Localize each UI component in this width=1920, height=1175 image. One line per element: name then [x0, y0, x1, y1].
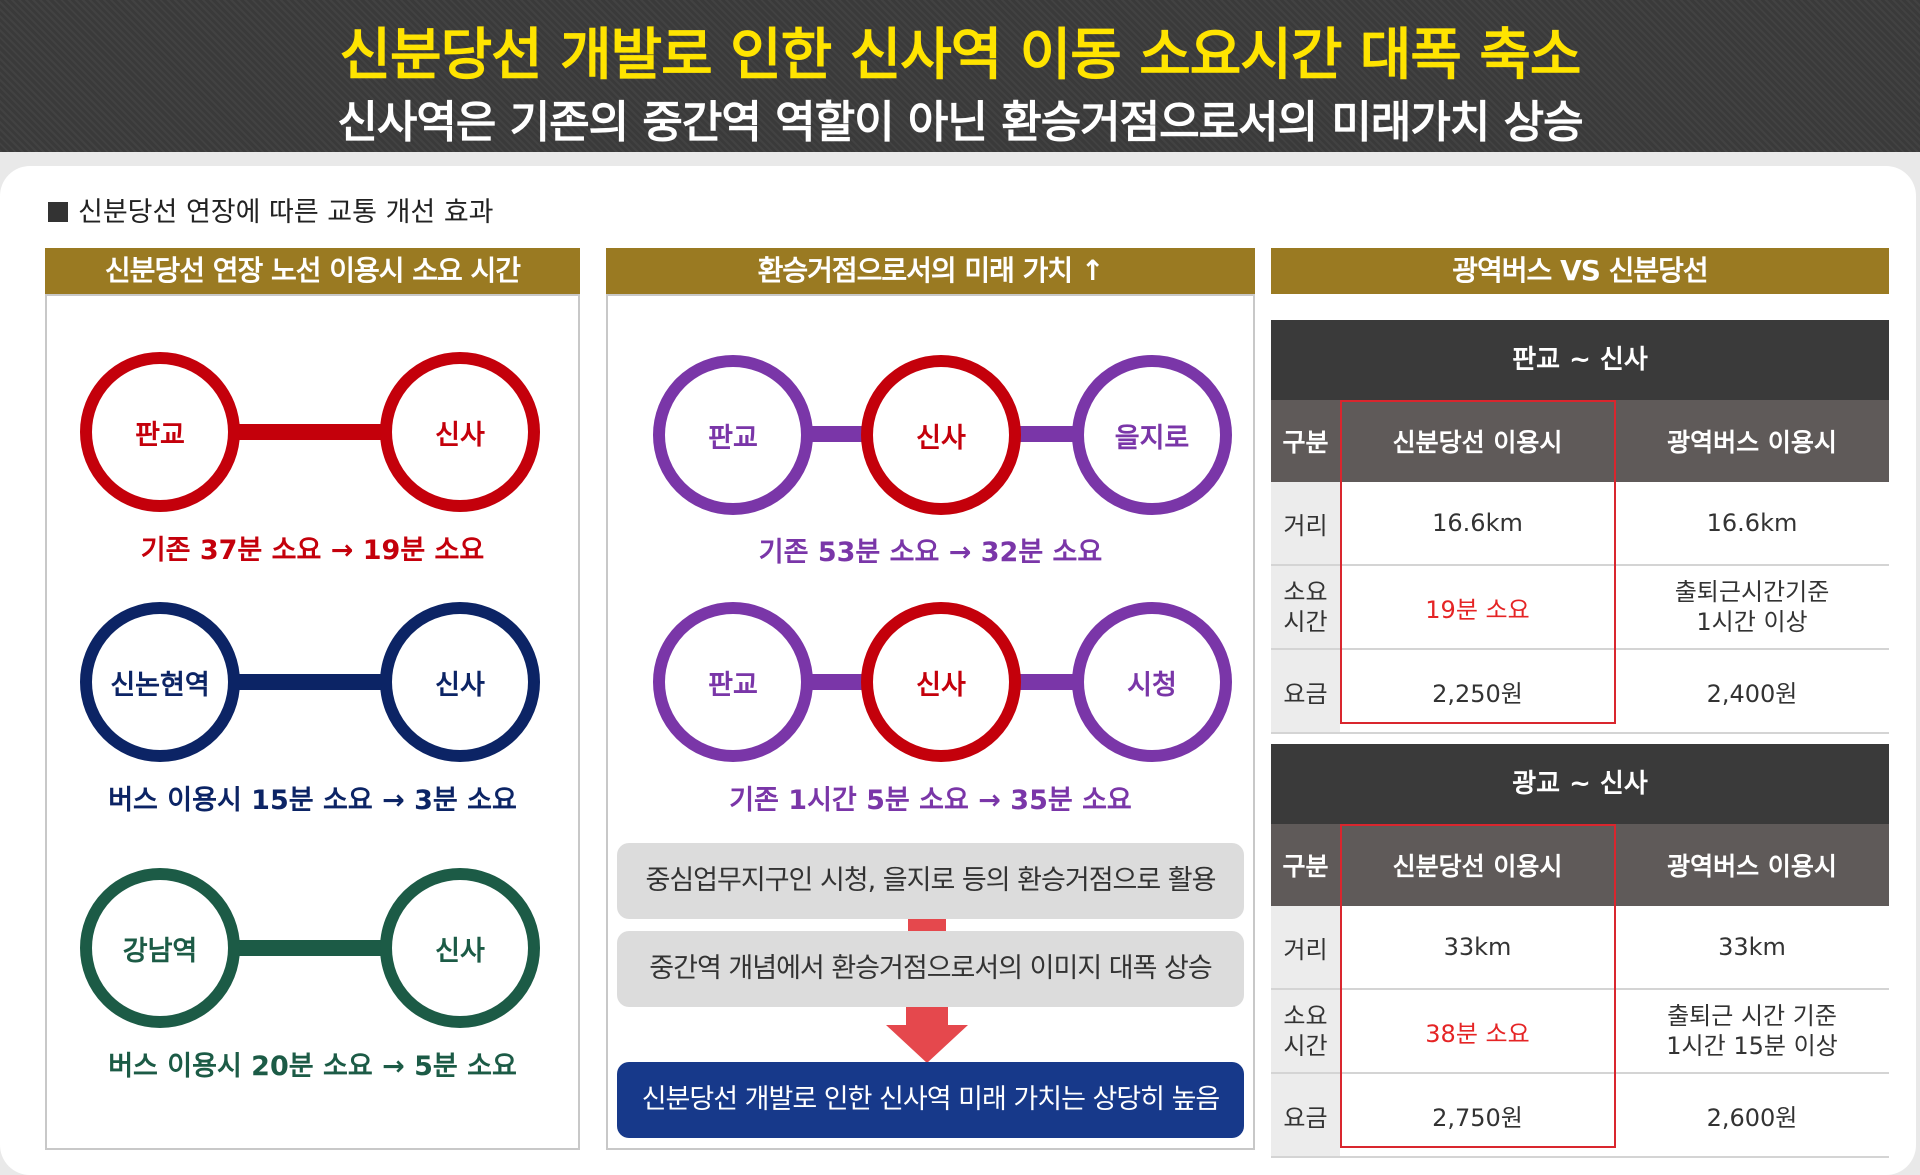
station-ring: 신논현역 [80, 602, 240, 762]
table-title: 판교 ~ 신사 [1271, 320, 1889, 400]
section-label-text: 신분당선 연장에 따른 교통 개선 효과 [78, 197, 494, 228]
subway-cell: 2,750원 [1340, 1073, 1615, 1158]
row-label: 거리 [1271, 482, 1340, 566]
header-cell: 광역버스 이용시 [1615, 400, 1889, 482]
table-row: 거리 16.6km 16.6km [1271, 482, 1889, 566]
row-label: 소요 시간 [1271, 565, 1340, 650]
station-ring: 신사 [380, 602, 540, 762]
table-header-row: 구분 신분당선 이용시 광역버스 이용시 [1271, 824, 1889, 906]
header-cell: 구분 [1271, 400, 1340, 482]
route-caption: 기존 1시간 5분 소요 → 35분 소요 [729, 785, 1132, 816]
route-caption: 버스 이용시 15분 소요 → 3분 소요 [108, 785, 517, 816]
route-connector [230, 424, 400, 440]
route-caption: 기존 37분 소요 → 19분 소요 [140, 535, 485, 566]
comparison-table: 구분 신분당선 이용시 광역버스 이용시 거리 33km 33km 소요 시간 … [1271, 824, 1889, 1158]
route-connector [230, 674, 400, 690]
table-header-row: 구분 신분당선 이용시 광역버스 이용시 [1271, 400, 1889, 482]
table-row: 요금 2,250원 2,400원 [1271, 649, 1889, 734]
col2-header: 환승거점으로서의 미래 가치 ↑ [606, 248, 1255, 294]
bus-cell: 2,400원 [1615, 649, 1889, 734]
station-ring: 시청 [1072, 602, 1232, 762]
bus-cell: 출퇴근시간기준 1시간 이상 [1615, 565, 1889, 650]
table-row: 거리 33km 33km [1271, 906, 1889, 990]
subway-cell: 2,250원 [1340, 649, 1615, 734]
subway-cell: 33km [1340, 906, 1615, 990]
route-connector [230, 940, 400, 956]
route-caption: 버스 이용시 20분 소요 → 5분 소요 [108, 1051, 517, 1082]
row-label: 요금 [1271, 649, 1340, 734]
bus-cell: 출퇴근 시간 기준 1시간 15분 이상 [1615, 989, 1889, 1074]
col1-header: 신분당선 연장 노선 이용시 소요 시간 [45, 248, 580, 294]
header-cell: 광역버스 이용시 [1615, 824, 1889, 906]
station-ring: 신사 [861, 602, 1021, 762]
col3-header: 광역버스 VS 신분당선 [1271, 248, 1889, 294]
table-row: 요금 2,750원 2,600원 [1271, 1073, 1889, 1158]
station-ring: 판교 [653, 602, 813, 762]
subway-cell: 38분 소요 [1340, 989, 1615, 1074]
top-header [0, 0, 1920, 152]
station-ring: 신사 [861, 355, 1021, 515]
subway-cell: 19분 소요 [1340, 565, 1615, 650]
square-bullet-icon [48, 202, 68, 222]
row-label: 소요 시간 [1271, 989, 1340, 1074]
highlight-frame [1340, 824, 1616, 1148]
connector-bar [908, 919, 946, 931]
route-caption: 기존 53분 소요 → 32분 소요 [758, 537, 1103, 568]
bus-cell: 16.6km [1615, 482, 1889, 566]
header-cell: 신분당선 이용시 [1340, 400, 1615, 482]
note-pill: 중간역 개념에서 환승거점으로서의 이미지 대폭 상승 [617, 931, 1244, 1007]
table-title: 광교 ~ 신사 [1271, 744, 1889, 824]
station-ring: 신사 [380, 868, 540, 1028]
highlight-frame [1340, 400, 1616, 724]
header-cell: 신분당선 이용시 [1340, 824, 1615, 906]
table-row: 소요 시간 19분 소요 출퇴근시간기준 1시간 이상 [1271, 565, 1889, 650]
header-cell: 구분 [1271, 824, 1340, 906]
section-label: 신분당선 연장에 따른 교통 개선 효과 [48, 190, 494, 229]
row-label: 요금 [1271, 1073, 1340, 1158]
page-subtitle: 신사역은 기존의 중간역 역할이 아닌 환승거점으로서의 미래가치 상승 [337, 97, 1583, 148]
station-ring: 을지로 [1072, 355, 1232, 515]
col1-box [45, 294, 580, 1150]
subway-cell: 16.6km [1340, 482, 1615, 566]
page-title: 신분당선 개발로 인한 신사역 이동 소요시간 대폭 축소 [339, 23, 1582, 88]
station-ring: 강남역 [80, 868, 240, 1028]
col2-box [606, 294, 1255, 1150]
station-ring: 판교 [653, 355, 813, 515]
comparison-table: 구분 신분당선 이용시 광역버스 이용시 거리 16.6km 16.6km 소요… [1271, 400, 1889, 734]
conclusion-box: 신분당선 개발로 인한 신사역 미래 가치는 상당히 높음 [617, 1062, 1244, 1138]
bus-cell: 33km [1615, 906, 1889, 990]
row-label: 거리 [1271, 906, 1340, 990]
bus-cell: 2,600원 [1615, 1073, 1889, 1158]
station-ring: 신사 [380, 352, 540, 512]
arrow-down-icon [886, 1007, 968, 1063]
table-row: 소요 시간 38분 소요 출퇴근 시간 기준 1시간 15분 이상 [1271, 989, 1889, 1074]
station-ring: 판교 [80, 352, 240, 512]
note-pill: 중심업무지구인 시청, 을지로 등의 환승거점으로 활용 [617, 843, 1244, 919]
